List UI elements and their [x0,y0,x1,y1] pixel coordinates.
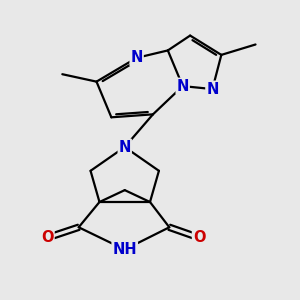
Text: O: O [41,230,54,245]
Text: N: N [130,50,143,65]
Text: O: O [193,230,205,245]
Text: NH: NH [112,242,137,257]
Text: N: N [118,140,131,154]
Text: N: N [206,82,219,97]
Text: N: N [176,79,189,94]
